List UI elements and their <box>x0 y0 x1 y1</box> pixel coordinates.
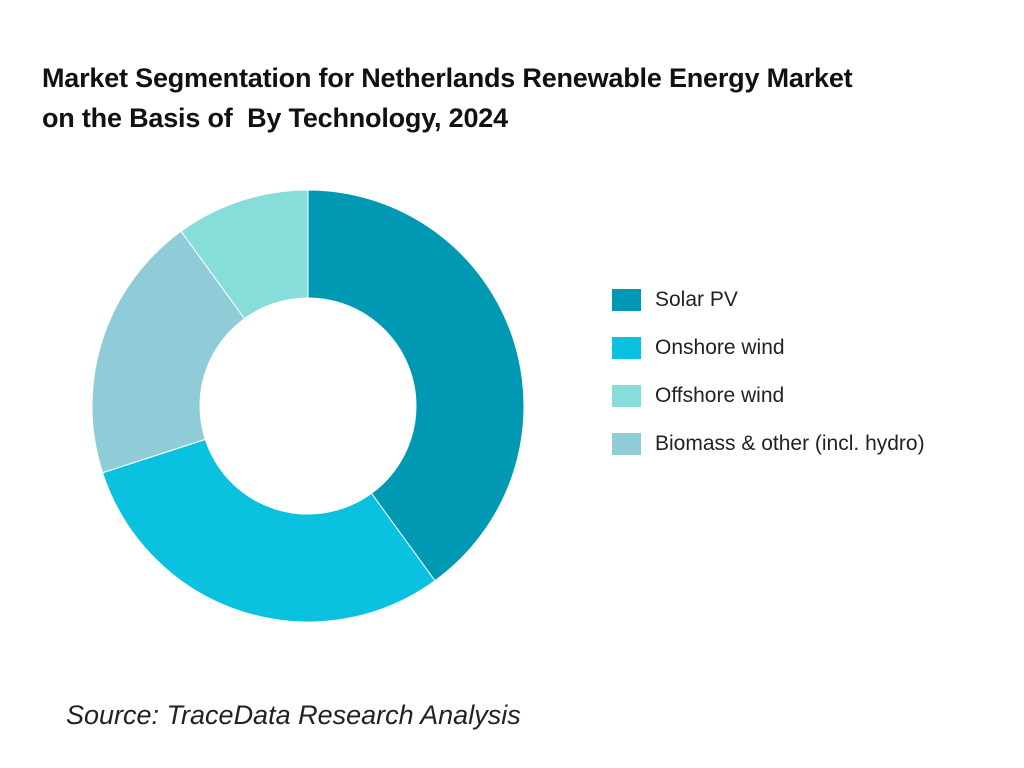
legend-item-solar-pv: Solar PV <box>612 276 925 324</box>
slice-solar-pv <box>307 189 525 582</box>
legend-item-onshore-wind: Onshore wind <box>612 324 925 372</box>
chart-legend: Solar PV Onshore wind Offshore wind Biomass… <box>612 276 925 468</box>
chart-title: Market Segmentation for Netherlands Rene… <box>42 58 1002 138</box>
chart-title-line-1: Market Segmentation for Netherlands Rene… <box>42 63 853 93</box>
slice-onshore-wind <box>101 438 436 623</box>
slice-biomass-other-incl-hydro <box>91 230 246 474</box>
source-note: Source: TraceData Research Analysis <box>66 700 521 730</box>
legend-label: Solar PV <box>655 288 738 311</box>
legend-swatch <box>612 385 641 407</box>
donut-chart <box>91 189 525 623</box>
legend-label: Onshore wind <box>655 336 785 359</box>
legend-item-offshore-wind: Offshore wind <box>612 372 925 420</box>
legend-item-biomass-other-incl-hydro: Biomass & other (incl. hydro) <box>612 420 925 468</box>
legend-swatch <box>612 337 641 359</box>
legend-label: Offshore wind <box>655 384 785 407</box>
legend-swatch <box>612 289 641 311</box>
slice-offshore-wind <box>180 189 309 320</box>
legend-swatch <box>612 433 641 455</box>
chart-title-line-2: on the Basis of By Technology, 2024 <box>42 103 508 133</box>
legend-label: Biomass & other (incl. hydro) <box>655 432 925 455</box>
